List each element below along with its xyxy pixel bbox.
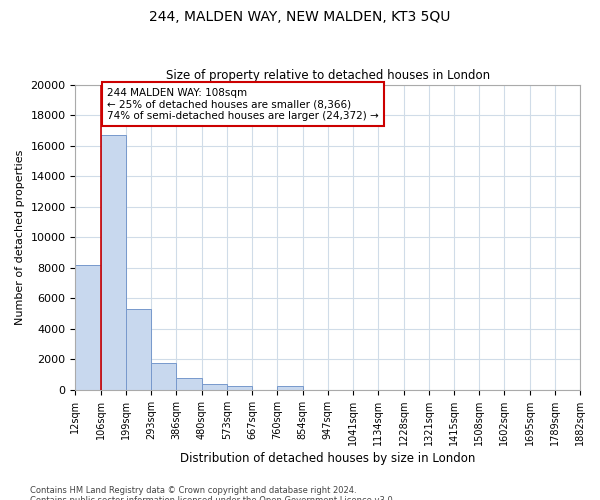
Bar xyxy=(227,386,252,390)
X-axis label: Distribution of detached houses by size in London: Distribution of detached houses by size … xyxy=(180,452,475,465)
Bar xyxy=(76,264,101,390)
Text: Contains HM Land Registry data © Crown copyright and database right 2024.: Contains HM Land Registry data © Crown c… xyxy=(30,486,356,495)
Bar xyxy=(202,384,227,390)
Text: 244, MALDEN WAY, NEW MALDEN, KT3 5QU: 244, MALDEN WAY, NEW MALDEN, KT3 5QU xyxy=(149,10,451,24)
Bar xyxy=(176,378,202,390)
Bar xyxy=(126,309,151,390)
Text: 244 MALDEN WAY: 108sqm
← 25% of detached houses are smaller (8,366)
74% of semi-: 244 MALDEN WAY: 108sqm ← 25% of detached… xyxy=(107,88,379,121)
Title: Size of property relative to detached houses in London: Size of property relative to detached ho… xyxy=(166,69,490,82)
Y-axis label: Number of detached properties: Number of detached properties xyxy=(15,150,25,325)
Bar xyxy=(151,363,176,390)
Bar xyxy=(101,135,126,390)
Bar xyxy=(277,386,302,390)
Text: Contains public sector information licensed under the Open Government Licence v3: Contains public sector information licen… xyxy=(30,496,395,500)
